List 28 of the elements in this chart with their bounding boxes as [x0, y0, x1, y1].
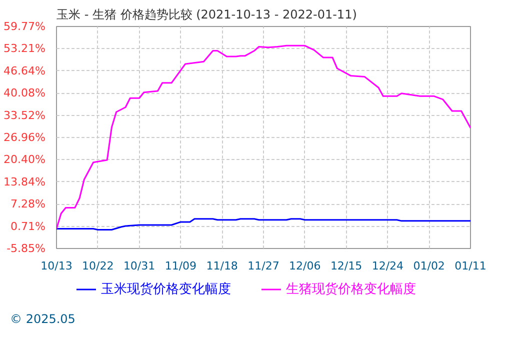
y-tick-label: 33.52% [4, 108, 46, 122]
y-tick-label: 20.40% [4, 153, 46, 166]
x-tick-label: 10/22 [82, 260, 114, 272]
y-tick-label: -5.85% [6, 242, 46, 255]
y-tick-label: 26.96% [4, 131, 46, 144]
x-tick-label: 12/24 [372, 260, 404, 272]
x-tick-label: 11/27 [248, 260, 280, 272]
text: © 2025.05 [10, 311, 76, 328]
y-tick-label: 46.64% [4, 64, 46, 78]
y-tick-label: 59.77% [4, 20, 46, 33]
x-tick-label: 11/09 [164, 260, 197, 272]
y-tick-label: 53.21% [4, 42, 46, 56]
y-tick-label: 40.08% [4, 86, 46, 100]
y-tick-label: 13.84% [4, 175, 46, 188]
y-tick-label: 0.71% [10, 220, 46, 233]
x-tick-label: 12/06 [289, 260, 321, 272]
x-tick-label: 01/02 [413, 260, 445, 272]
line-series [56, 44, 470, 230]
y-tick-label: 7.28% [10, 198, 46, 211]
x-tick-label: 12/15 [330, 260, 362, 272]
x-tick-label: 10/31 [123, 260, 156, 272]
legend-label: 生猪现货价格变化幅度 [286, 281, 416, 298]
legend-label: 玉米现货价格变化幅度 [101, 281, 231, 298]
line-series [56, 218, 470, 230]
x-tick-label: 11/18 [206, 260, 238, 272]
x-tick-label: 01/11 [454, 260, 486, 272]
chart-title: 玉米 - 生猪 价格趋势比较 (2021-10-13 - 2022-01-11) [56, 8, 357, 22]
x-tick-label: 10/13 [40, 260, 72, 272]
